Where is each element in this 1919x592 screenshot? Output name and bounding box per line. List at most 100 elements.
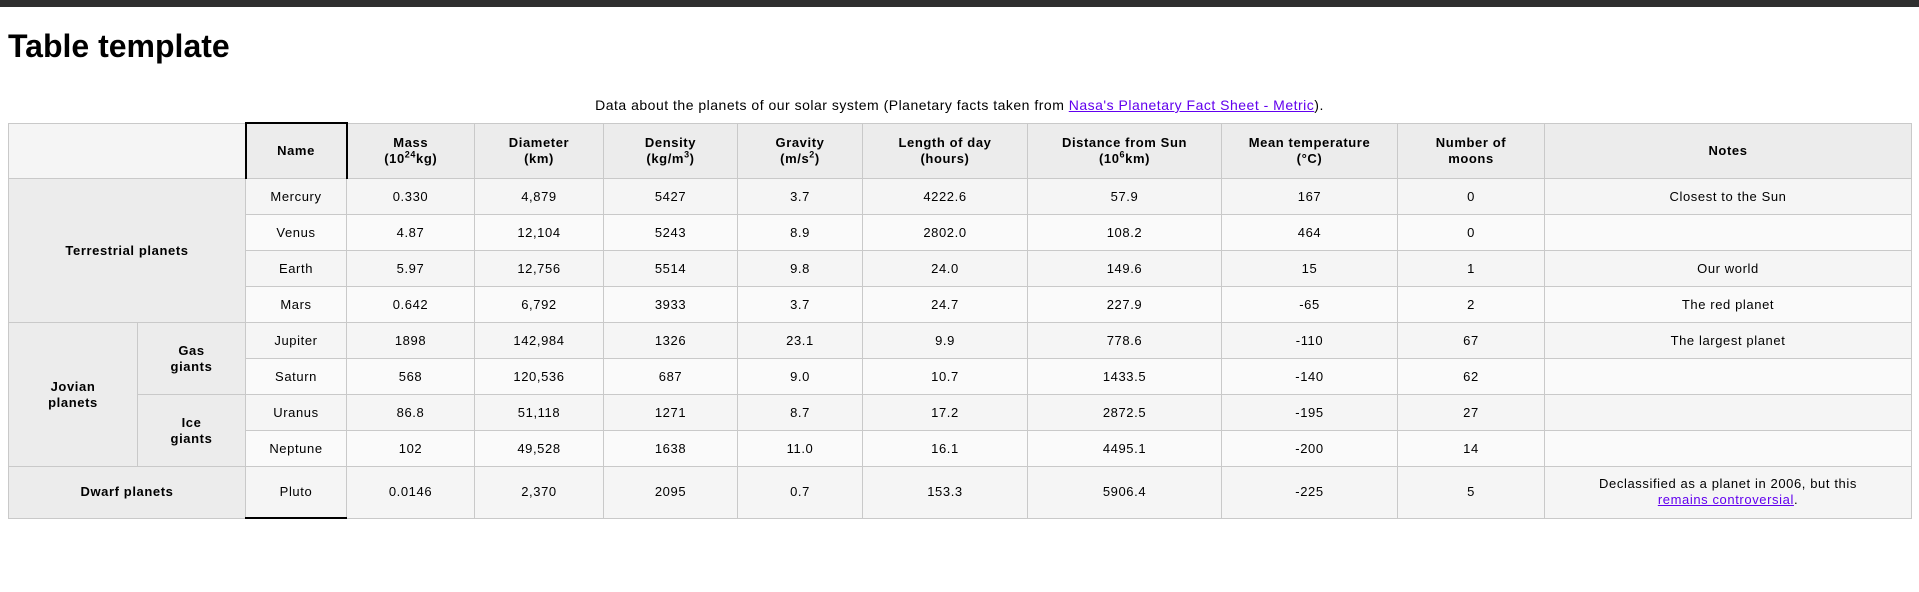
cell-notes: Closest to the Sun xyxy=(1544,178,1912,215)
header-mass: Mass (1024kg) xyxy=(346,122,475,179)
cell-gravity: 8.9 xyxy=(737,214,863,251)
cell-length-of-day: 4222.6 xyxy=(862,178,1028,215)
cell-moons: 67 xyxy=(1397,322,1545,359)
cell-notes: Our world xyxy=(1544,250,1912,287)
cell-mass: 4.87 xyxy=(346,214,475,251)
cell-temperature: -195 xyxy=(1221,394,1398,431)
cell-density: 1326 xyxy=(603,322,738,359)
cell-distance: 5906.4 xyxy=(1027,466,1222,519)
cell-diameter: 6,792 xyxy=(474,286,604,323)
cell-length-of-day: 10.7 xyxy=(862,358,1028,395)
cell-moons: 5 xyxy=(1397,466,1545,519)
cell-moons: 1 xyxy=(1397,250,1545,287)
table-row: Neptune 102 49,528 1638 11.0 16.1 4495.1… xyxy=(9,430,1912,467)
cell-mass: 102 xyxy=(346,430,475,467)
table-row: Jovian planets Gas giants Jupiter 1898 142… xyxy=(8,322,1912,467)
cell-temperature: 464 xyxy=(1221,214,1398,251)
planet-name: Mercury xyxy=(245,178,347,215)
cell-distance: 149.6 xyxy=(1027,250,1222,287)
header-row: Name Mass (1024kg) Diameter (km) Density (k… xyxy=(8,122,1912,179)
cell-temperature: 167 xyxy=(1221,178,1398,215)
cell-notes: Declassified as a planet in 2006, but th… xyxy=(1544,466,1912,519)
cell-distance: 4495.1 xyxy=(1027,430,1222,467)
header-gravity: Gravity (m/s2) xyxy=(737,122,863,179)
cell-gravity: 3.7 xyxy=(737,286,863,323)
header-mean-temperature: Mean temperature (°C) xyxy=(1221,122,1398,179)
cell-diameter: 142,984 xyxy=(474,322,604,359)
cell-length-of-day: 9.9 xyxy=(862,322,1028,359)
cell-diameter: 12,104 xyxy=(474,214,604,251)
cell-temperature: -140 xyxy=(1221,358,1398,395)
cell-moons: 27 xyxy=(1397,394,1545,431)
header-name: Name xyxy=(244,122,348,179)
planet-name: Venus xyxy=(245,214,347,251)
cell-notes xyxy=(1544,394,1912,431)
remains-controversial-link[interactable]: remains controversial xyxy=(1657,492,1794,508)
cell-mass: 0.642 xyxy=(346,286,475,323)
cell-notes xyxy=(1544,358,1912,395)
cell-density: 1638 xyxy=(603,430,738,467)
table-row: Venus 4.87 12,104 5243 8.9 2802.0 108.2 … xyxy=(9,214,1912,251)
planet-name: Neptune xyxy=(245,430,347,467)
cell-length-of-day: 17.2 xyxy=(862,394,1028,431)
cell-density: 2095 xyxy=(603,466,738,519)
table-caption: Data about the planets of our solar syst… xyxy=(8,96,1911,114)
cell-moons: 2 xyxy=(1397,286,1545,323)
pluto-note-text: Declassified as a planet in 2006, but th… xyxy=(1599,476,1857,492)
planets-table: Name Mass (1024kg) Diameter (km) Density (k… xyxy=(8,122,1912,519)
cell-length-of-day: 24.0 xyxy=(862,250,1028,287)
group-ice-giants: Ice giants xyxy=(137,394,246,467)
table-row: Earth 5.97 12,756 5514 9.8 24.0 149.6 15… xyxy=(9,250,1912,287)
group-terrestrial-planets: Terrestrial planets xyxy=(8,178,246,323)
group-gas-giants: Gas giants xyxy=(137,322,246,395)
cell-diameter: 120,536 xyxy=(474,358,604,395)
cell-temperature: 15 xyxy=(1221,250,1398,287)
cell-moons: 62 xyxy=(1397,358,1545,395)
planet-name: Pluto xyxy=(245,466,347,519)
cell-length-of-day: 24.7 xyxy=(862,286,1028,323)
cell-mass: 0.0146 xyxy=(346,466,475,519)
cell-density: 687 xyxy=(603,358,738,395)
planet-name: Jupiter xyxy=(245,322,347,359)
cell-moons: 0 xyxy=(1397,214,1545,251)
header-distance-from-sun: Distance from Sun (106km) xyxy=(1027,122,1222,179)
cell-diameter: 4,879 xyxy=(474,178,604,215)
cell-gravity: 9.0 xyxy=(737,358,863,395)
planet-name: Uranus xyxy=(245,394,347,431)
cell-mass: 86.8 xyxy=(346,394,475,431)
cell-density: 5514 xyxy=(603,250,738,287)
cell-temperature: -225 xyxy=(1221,466,1398,519)
header-length-of-day: Length of day (hours) xyxy=(862,122,1028,179)
cell-length-of-day: 16.1 xyxy=(862,430,1028,467)
cell-diameter: 12,756 xyxy=(474,250,604,287)
cell-temperature: -110 xyxy=(1221,322,1398,359)
cell-notes xyxy=(1544,214,1912,251)
nasa-fact-sheet-link[interactable]: Nasa's Planetary Fact Sheet - Metric xyxy=(1068,97,1315,113)
cell-density: 3933 xyxy=(603,286,738,323)
cell-distance: 1433.5 xyxy=(1027,358,1222,395)
cell-gravity: 0.7 xyxy=(737,466,863,519)
cell-mass: 0.330 xyxy=(346,178,475,215)
cell-distance: 108.2 xyxy=(1027,214,1222,251)
cell-moons: 0 xyxy=(1397,178,1545,215)
cell-mass: 5.97 xyxy=(346,250,475,287)
cell-notes: The red planet xyxy=(1544,286,1912,323)
cell-mass: 568 xyxy=(346,358,475,395)
cell-gravity: 9.8 xyxy=(737,250,863,287)
top-bar xyxy=(0,0,1919,7)
page-title: Table template xyxy=(8,28,230,64)
header-density: Density (kg/m3) xyxy=(603,122,738,179)
cell-notes: The largest planet xyxy=(1544,322,1912,359)
cell-notes xyxy=(1544,430,1912,467)
cell-gravity: 3.7 xyxy=(737,178,863,215)
cell-moons: 14 xyxy=(1397,430,1545,467)
cell-gravity: 11.0 xyxy=(737,430,863,467)
cell-diameter: 2,370 xyxy=(474,466,604,519)
cell-length-of-day: 153.3 xyxy=(862,466,1028,519)
header-notes: Notes xyxy=(1544,122,1912,179)
cell-density: 5427 xyxy=(603,178,738,215)
cell-distance: 227.9 xyxy=(1027,286,1222,323)
group-jovian-planets: Jovian planets xyxy=(8,322,138,467)
caption-suffix: ). xyxy=(1314,97,1324,113)
table-row: Dwarf planets Pluto 0.0146 2,370 2095 0.… xyxy=(8,466,1912,519)
